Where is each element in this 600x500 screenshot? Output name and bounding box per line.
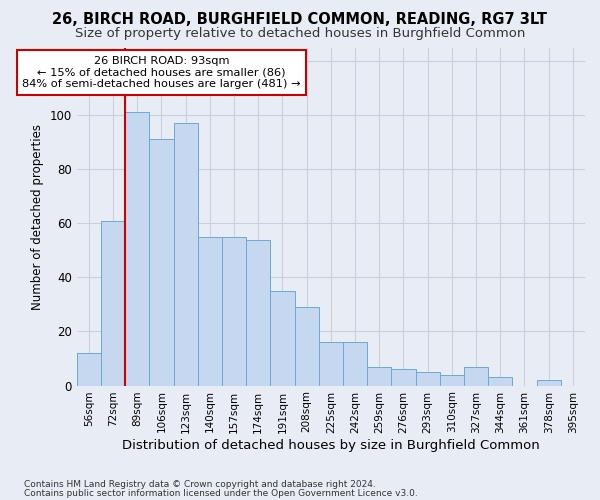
Text: 26 BIRCH ROAD: 93sqm
← 15% of detached houses are smaller (86)
84% of semi-detac: 26 BIRCH ROAD: 93sqm ← 15% of detached h… [22, 56, 301, 89]
Bar [173, 123, 198, 386]
Bar [246, 240, 271, 386]
Text: Contains public sector information licensed under the Open Government Licence v3: Contains public sector information licen… [24, 488, 418, 498]
Bar [101, 220, 125, 386]
Bar [149, 140, 173, 386]
Bar [198, 237, 222, 386]
Bar [416, 372, 440, 386]
Text: 26, BIRCH ROAD, BURGHFIELD COMMON, READING, RG7 3LT: 26, BIRCH ROAD, BURGHFIELD COMMON, READI… [53, 12, 548, 28]
Bar [271, 291, 295, 386]
Bar [125, 112, 149, 386]
Bar [222, 237, 246, 386]
Bar [343, 342, 367, 386]
Bar [391, 370, 416, 386]
Bar [77, 353, 101, 386]
Bar [367, 366, 391, 386]
Bar [488, 378, 512, 386]
X-axis label: Distribution of detached houses by size in Burghfield Common: Distribution of detached houses by size … [122, 440, 540, 452]
Bar [295, 307, 319, 386]
Bar [440, 375, 464, 386]
Bar [536, 380, 561, 386]
Bar [464, 366, 488, 386]
Y-axis label: Number of detached properties: Number of detached properties [31, 124, 44, 310]
Bar [319, 342, 343, 386]
Text: Contains HM Land Registry data © Crown copyright and database right 2024.: Contains HM Land Registry data © Crown c… [24, 480, 376, 489]
Text: Size of property relative to detached houses in Burghfield Common: Size of property relative to detached ho… [75, 26, 525, 40]
